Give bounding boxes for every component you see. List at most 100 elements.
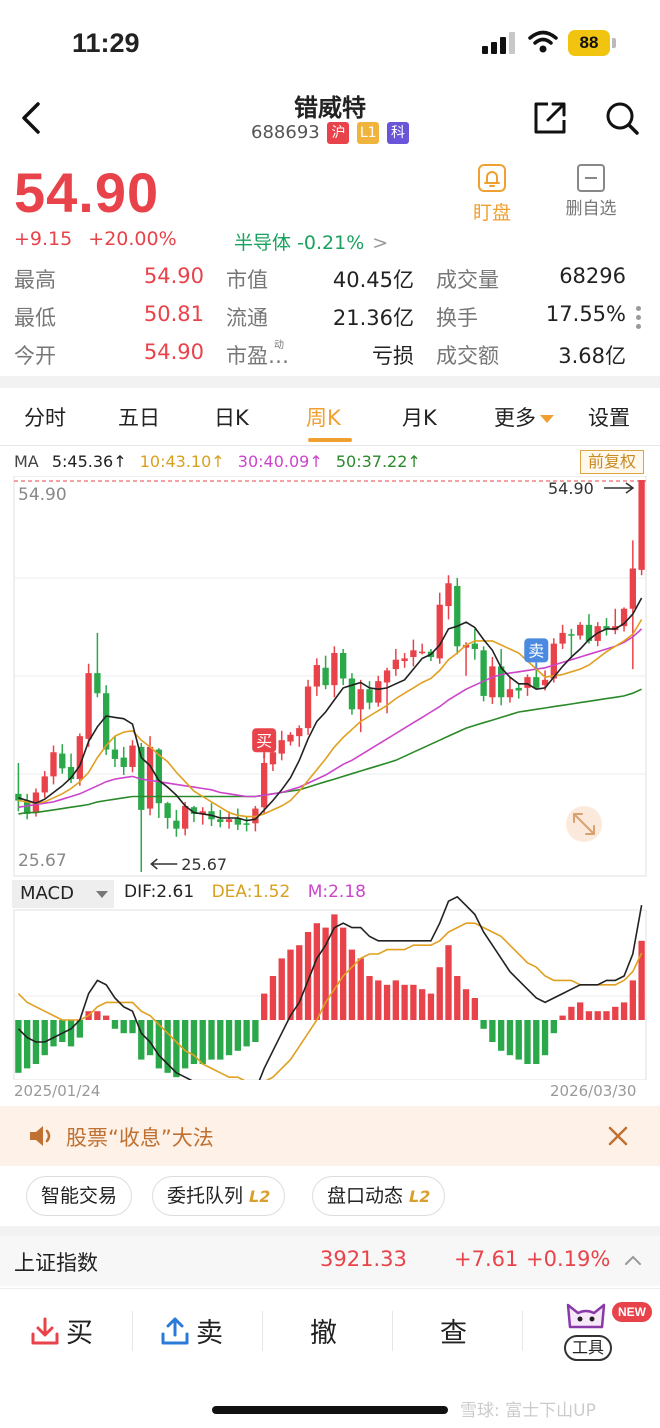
l2-badge: L2 xyxy=(409,1187,431,1206)
chevron-right-icon: > xyxy=(372,232,389,254)
candle-body xyxy=(375,681,382,703)
remove-watchlist-button[interactable]: 删自选 xyxy=(556,164,626,224)
tools-button[interactable]: 工具 xyxy=(556,1297,616,1365)
price-change-row: +9.15 +20.00% xyxy=(14,228,187,250)
macd-bar xyxy=(410,984,417,1020)
query-button[interactable]: 查 xyxy=(440,1318,467,1349)
ma50-value: 50:37.22↑ xyxy=(335,452,421,471)
buy-button[interactable]: 买 xyxy=(30,1311,93,1350)
candle-body xyxy=(322,667,329,686)
macd-bar xyxy=(524,1020,531,1064)
macd-bar xyxy=(612,1006,619,1020)
ma10-value: 10:43.10↑ xyxy=(139,452,225,471)
tab-settings[interactable]: 设置 xyxy=(588,406,630,430)
feature-chips: 智能交易 委托队列 L2 盘口动态 L2 xyxy=(0,1168,660,1224)
candle-body xyxy=(164,803,171,818)
bell-icon xyxy=(478,164,506,192)
index-value: 3921.33 xyxy=(320,1247,407,1271)
banner-text: 股票“收息”大法 xyxy=(66,1126,214,1150)
macd-bar xyxy=(445,945,452,1020)
stats-grid: 最高 54.90 市值 40.45亿 成交量 68296 最低 50.81 流通… xyxy=(0,260,660,374)
index-ticker[interactable]: 上证指数 3921.33 +7.61 +0.19% xyxy=(0,1236,660,1286)
download-icon xyxy=(31,1317,59,1345)
date-start: 2025/01/24 xyxy=(14,1082,101,1100)
stat-value-open: 54.90 xyxy=(143,340,204,364)
watch-button[interactable]: 盯盘 xyxy=(464,164,520,224)
sell-button[interactable]: 卖 xyxy=(160,1311,223,1350)
macd-bar xyxy=(436,967,443,1020)
candle-body xyxy=(550,643,557,679)
tab-intraday[interactable]: 分时 xyxy=(24,406,66,430)
macd-bar xyxy=(111,1020,119,1029)
stat-value-low: 50.81 xyxy=(143,302,204,326)
candle-body xyxy=(366,689,373,703)
candle-body xyxy=(313,665,320,687)
search-icon[interactable] xyxy=(604,100,640,136)
macd-bar xyxy=(533,1020,540,1064)
candle-body xyxy=(489,666,496,698)
macd-bar xyxy=(261,993,268,1020)
macd-bar xyxy=(515,1020,522,1060)
macd-bar xyxy=(304,932,312,1020)
macd-bar xyxy=(498,1020,505,1051)
candle-body xyxy=(234,817,241,825)
tab-daily-k[interactable]: 日K xyxy=(214,406,249,430)
adjust-mode-button[interactable]: 前复权 xyxy=(580,450,644,474)
indicator-label: MACD xyxy=(20,883,74,904)
stat-label-pe-text: 市盈… xyxy=(226,344,289,368)
macd-bar xyxy=(24,1020,31,1069)
chip-book-dynamics[interactable]: 盘口动态 L2 xyxy=(312,1176,446,1216)
candle-body xyxy=(506,689,514,698)
stat-label-turnover: 换手 xyxy=(436,306,478,330)
candle-body xyxy=(120,757,127,767)
chip-order-queue[interactable]: 委托队列 L2 xyxy=(152,1176,286,1216)
macd-bar xyxy=(620,1002,628,1020)
candle-body xyxy=(568,634,575,636)
chip-label: 盘口动态 xyxy=(327,1185,404,1207)
level-tag-l1: L1 xyxy=(357,122,380,144)
indicator-selector[interactable]: MACD xyxy=(12,880,114,908)
tab-weekly-k[interactable]: 周K xyxy=(306,406,341,430)
macd-bar xyxy=(287,949,294,1020)
candle-body xyxy=(15,793,22,801)
promo-banner[interactable]: 股票“收息”大法 xyxy=(0,1106,660,1166)
candle-body xyxy=(585,624,593,641)
tab-monthly-k[interactable]: 月K xyxy=(402,406,437,430)
stat-value-pe: 亏损 xyxy=(372,344,414,368)
macd-bar xyxy=(559,1015,566,1020)
stat-value-amount: 3.68亿 xyxy=(558,344,626,368)
candle-body xyxy=(410,650,417,658)
macd-bar xyxy=(59,1020,66,1042)
stock-code-row: 688693 沪 L1 科 xyxy=(0,122,660,144)
max-price-marker: 54.90 xyxy=(548,479,594,498)
tools-label: 工具 xyxy=(564,1335,612,1361)
candle-body xyxy=(559,632,566,644)
candle-body xyxy=(436,604,443,659)
macd-bar xyxy=(454,976,461,1020)
macd-bar xyxy=(585,1011,593,1020)
sector-link[interactable]: 半导体 -0.21% > xyxy=(234,228,388,255)
candle-body xyxy=(541,679,549,686)
ma-legend: MA 5:45.36↑ 10:43.10↑ 30:40.09↑ 50:37.22… xyxy=(14,452,429,471)
index-change-pct: +0.19% xyxy=(526,1247,611,1271)
candle-body xyxy=(173,820,180,829)
macd-bar xyxy=(401,984,408,1020)
chip-smart-trade[interactable]: 智能交易 xyxy=(26,1176,133,1216)
stat-value-market-cap: 40.45亿 xyxy=(332,268,414,292)
candle-body xyxy=(182,805,189,829)
tab-five-day[interactable]: 五日 xyxy=(118,406,160,430)
tab-more[interactable]: 更多 xyxy=(494,402,554,432)
kline-chart[interactable]: 54.90 25.67 54.90 25.67 买 卖 xyxy=(0,476,660,1080)
more-stats-icon[interactable] xyxy=(636,306,642,330)
close-icon[interactable] xyxy=(604,1122,632,1150)
stat-label-market-cap: 市值 xyxy=(226,268,268,292)
candle-body xyxy=(94,673,101,694)
stat-label-high: 最高 xyxy=(14,268,56,292)
candle-body xyxy=(357,689,364,710)
stat-value-high: 54.90 xyxy=(143,264,204,288)
share-icon[interactable] xyxy=(532,100,568,136)
macd-bar xyxy=(234,1020,241,1051)
chevron-up-icon[interactable] xyxy=(624,1254,642,1266)
cancel-order-button[interactable]: 撤 xyxy=(310,1318,337,1349)
back-arrow-icon[interactable] xyxy=(14,98,50,138)
